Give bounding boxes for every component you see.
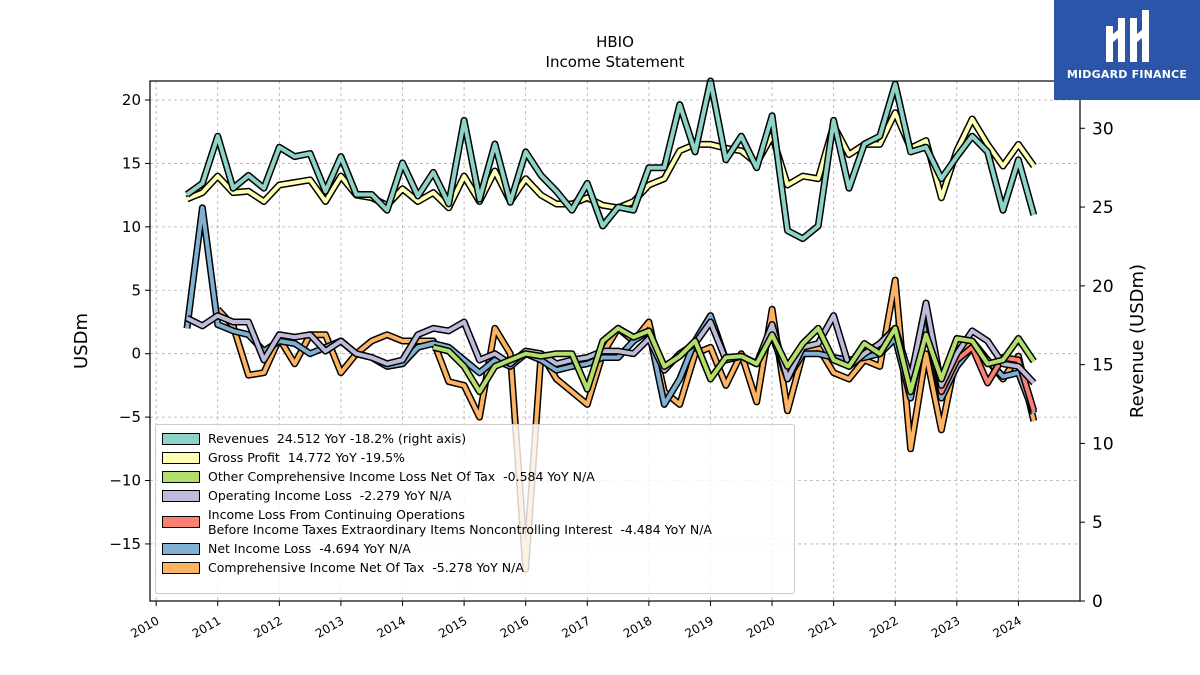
right-axis-label: Revenue (USDm) bbox=[1127, 264, 1148, 418]
x-tick-label: 2024 bbox=[990, 613, 1023, 640]
right-tick-label: 5 bbox=[1092, 513, 1103, 533]
legend-item-revenues: Revenues 24.512 YoY -18.2% (right axis) bbox=[162, 431, 788, 446]
left-axis-label: USDm bbox=[71, 313, 92, 369]
legend-label: Other Comprehensive Income Loss Net Of T… bbox=[208, 469, 595, 484]
right-tick-label: 0 bbox=[1092, 592, 1103, 612]
series-layer bbox=[183, 77, 1038, 573]
left-tick-label: 20 bbox=[122, 91, 141, 109]
x-tick-label: 2020 bbox=[744, 613, 777, 640]
right-tick-label: 25 bbox=[1092, 198, 1114, 218]
left-tick-label: 15 bbox=[122, 154, 141, 172]
left-tick-label: −5 bbox=[119, 408, 141, 426]
brand-logo: MIDGARD FINANCE bbox=[1054, 0, 1200, 100]
series-line-other-comprehensive-income-loss-net-of-t bbox=[432, 326, 1036, 394]
right-axis: 30 25 20 15 10 5 0 bbox=[1080, 119, 1114, 612]
series-line-gross-profit bbox=[186, 110, 1036, 210]
legend-item-net-income: Net Income Loss -4.694 YoY N/A bbox=[162, 541, 788, 556]
series-line-revenues bbox=[185, 79, 1036, 241]
legend-item-other-comprehensive-income: Other Comprehensive Income Loss Net Of T… bbox=[162, 469, 788, 484]
plot-frame bbox=[149, 80, 1081, 602]
legend-label: Net Income Loss -4.694 YoY N/A bbox=[208, 541, 411, 556]
x-tick-label: 2018 bbox=[621, 613, 654, 640]
x-tick-label: 2010 bbox=[128, 613, 161, 640]
right-tick-label: 30 bbox=[1092, 119, 1114, 139]
x-tick-label: 2023 bbox=[929, 613, 962, 640]
left-tick-label: 5 bbox=[131, 281, 141, 299]
x-tick-label: 2022 bbox=[867, 613, 900, 640]
x-tick-label: 2016 bbox=[498, 613, 531, 640]
legend-label: Income Loss From Continuing Operations B… bbox=[208, 507, 712, 537]
x-tick-label: 2011 bbox=[190, 613, 223, 640]
right-tick-label: 15 bbox=[1092, 356, 1114, 376]
left-tick-label: 10 bbox=[122, 218, 141, 236]
legend-swatch bbox=[162, 470, 200, 483]
legend-label: Operating Income Loss -2.279 YoY N/A bbox=[208, 488, 452, 503]
left-tick-label: 0 bbox=[131, 345, 141, 363]
legend-swatch bbox=[162, 489, 200, 502]
right-tick-label: 20 bbox=[1092, 277, 1114, 297]
x-axis: 2010 2011 2012 2013 2014 2015 2016 2017 2018 2019… bbox=[128, 601, 1024, 641]
left-tick-label: −15 bbox=[109, 535, 141, 553]
legend-item-operating-income: Operating Income Loss -2.279 YoY N/A bbox=[162, 488, 788, 503]
x-tick-label: 2013 bbox=[313, 613, 346, 640]
chart-title: HBIO bbox=[596, 33, 634, 51]
legend-item-income-continuing-operations: Income Loss From Continuing Operations B… bbox=[162, 507, 788, 537]
x-tick-label: 2019 bbox=[683, 613, 716, 640]
legend-swatch bbox=[162, 542, 200, 555]
x-tick-label: 2021 bbox=[806, 613, 839, 640]
legend-swatch bbox=[162, 561, 200, 574]
legend-item-gross-profit: Gross Profit 14.772 YoY -19.5% bbox=[162, 450, 788, 465]
x-tick-label: 2017 bbox=[559, 613, 592, 640]
x-tick-label: 2014 bbox=[375, 613, 408, 640]
legend-swatch bbox=[162, 516, 200, 528]
brand-name: MIDGARD FINANCE bbox=[1066, 68, 1188, 81]
brand-mark-icon bbox=[1106, 10, 1149, 62]
legend-label: Gross Profit 14.772 YoY -19.5% bbox=[208, 450, 405, 465]
left-tick-label: −10 bbox=[109, 472, 141, 490]
right-tick-label: 10 bbox=[1092, 434, 1114, 454]
legend: Revenues 24.512 YoY -18.2% (right axis) … bbox=[155, 424, 795, 594]
legend-item-comprehensive-income: Comprehensive Income Net Of Tax -5.278 Y… bbox=[162, 560, 788, 575]
x-tick-label: 2015 bbox=[436, 613, 469, 640]
legend-label: Revenues 24.512 YoY -18.2% (right axis) bbox=[208, 431, 467, 446]
chart-subtitle: Income Statement bbox=[546, 53, 685, 71]
legend-swatch bbox=[162, 451, 200, 464]
legend-swatch bbox=[162, 432, 200, 445]
left-axis: 20 15 10 5 0 −5 −10 −15 bbox=[109, 91, 150, 553]
legend-label: Comprehensive Income Net Of Tax -5.278 Y… bbox=[208, 560, 524, 575]
x-tick-label: 2012 bbox=[251, 613, 284, 640]
